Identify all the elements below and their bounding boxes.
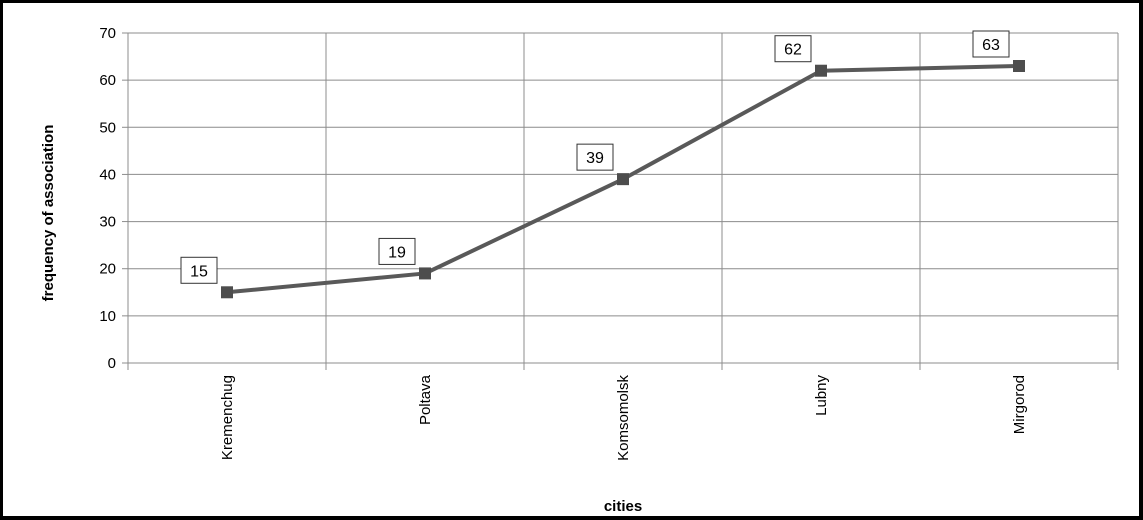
- data-label-text: 63: [982, 37, 1000, 54]
- x-tick-label: Poltava: [417, 374, 434, 425]
- data-point: [1013, 60, 1025, 72]
- data-label: 39: [576, 143, 614, 171]
- data-label-text: 39: [586, 150, 604, 167]
- axis-layer: [122, 32, 1119, 370]
- y-tick-label: 0: [108, 355, 116, 372]
- data-point: [617, 173, 629, 186]
- series-layer: [221, 60, 1025, 299]
- data-label-text: 15: [190, 263, 208, 280]
- x-tick-labels: Kremenchug Poltava Komsomolsk Lubny Mirgorod: [219, 374, 1028, 461]
- x-axis-title: cities: [604, 498, 642, 515]
- data-label: 19: [378, 237, 416, 265]
- data-label-box: [576, 143, 614, 171]
- data-label-text: 19: [388, 244, 406, 261]
- y-tick-label: 30: [99, 214, 116, 231]
- grid-layer: [128, 32, 1119, 363]
- x-tick-label: Kremenchug: [219, 375, 236, 460]
- x-tick-label: Lubny: [813, 375, 830, 416]
- y-tick-label: 10: [99, 308, 116, 325]
- x-tick-label: Komsomolsk: [615, 375, 632, 461]
- y-tick-label: 70: [99, 25, 116, 42]
- data-label-box: [972, 30, 1010, 58]
- data-labels: 15 19 39 62 63: [180, 30, 1010, 284]
- y-tick-label: 60: [99, 72, 116, 89]
- data-label: 15: [180, 256, 218, 284]
- data-label-text: 62: [784, 42, 802, 59]
- data-point: [221, 286, 233, 299]
- data-point: [815, 64, 827, 77]
- y-tick-label: 50: [99, 119, 116, 136]
- y-axis-title: frequency of association: [40, 125, 57, 302]
- data-label-box: [180, 256, 218, 284]
- y-tick-labels: 0 10 20 30 40 50 60 70: [99, 25, 116, 372]
- y-tick-label: 40: [99, 166, 116, 183]
- data-label: 63: [972, 30, 1010, 58]
- data-label-box: [774, 35, 812, 63]
- data-point: [419, 267, 431, 280]
- data-label-box: [378, 237, 416, 265]
- data-label: 62: [774, 35, 812, 63]
- x-tick-label: Mirgorod: [1011, 375, 1028, 434]
- y-tick-label: 20: [99, 261, 116, 278]
